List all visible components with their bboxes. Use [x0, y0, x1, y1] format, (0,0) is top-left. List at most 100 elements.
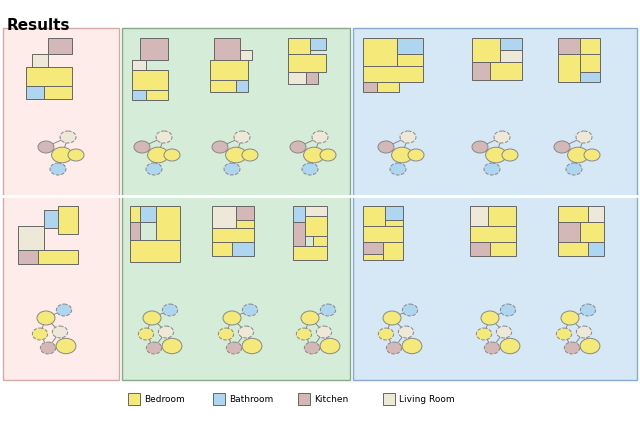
Bar: [212, 206, 236, 228]
Ellipse shape: [378, 141, 394, 153]
Bar: [210, 60, 248, 80]
Bar: [558, 222, 580, 242]
Bar: [146, 90, 168, 100]
Bar: [298, 393, 310, 405]
Ellipse shape: [378, 328, 394, 340]
Ellipse shape: [138, 328, 154, 340]
Ellipse shape: [577, 326, 591, 338]
Bar: [293, 222, 305, 246]
Bar: [236, 80, 248, 92]
Bar: [140, 38, 168, 60]
Bar: [293, 206, 305, 222]
Bar: [580, 72, 600, 82]
Ellipse shape: [212, 141, 228, 153]
Bar: [363, 254, 383, 260]
Ellipse shape: [305, 342, 319, 354]
Ellipse shape: [564, 342, 580, 354]
Bar: [26, 86, 44, 99]
Bar: [130, 222, 140, 240]
Bar: [580, 222, 604, 242]
Bar: [588, 206, 604, 222]
Ellipse shape: [383, 311, 401, 325]
Ellipse shape: [56, 304, 72, 316]
Bar: [310, 38, 326, 50]
Ellipse shape: [566, 163, 582, 175]
Bar: [288, 38, 310, 54]
Bar: [558, 54, 580, 82]
Ellipse shape: [218, 328, 234, 340]
Ellipse shape: [164, 149, 180, 161]
Bar: [580, 54, 600, 72]
Bar: [363, 242, 383, 254]
Bar: [232, 242, 254, 256]
Bar: [470, 206, 488, 226]
Text: Living Room: Living Room: [399, 394, 454, 404]
Ellipse shape: [134, 141, 150, 153]
Text: Results: Results: [7, 18, 70, 33]
Bar: [213, 393, 225, 405]
Bar: [305, 206, 327, 216]
Ellipse shape: [554, 141, 570, 153]
Ellipse shape: [223, 311, 241, 325]
Ellipse shape: [52, 147, 72, 163]
Bar: [385, 220, 403, 234]
Bar: [472, 62, 490, 80]
Bar: [470, 226, 516, 242]
Ellipse shape: [163, 304, 178, 316]
Ellipse shape: [226, 147, 246, 163]
Bar: [588, 242, 604, 256]
Ellipse shape: [40, 342, 56, 354]
Ellipse shape: [484, 163, 500, 175]
Ellipse shape: [500, 304, 516, 316]
Ellipse shape: [158, 326, 173, 338]
Ellipse shape: [387, 342, 402, 354]
Bar: [122, 28, 350, 380]
Bar: [363, 206, 385, 226]
Ellipse shape: [238, 326, 253, 338]
Ellipse shape: [320, 149, 336, 161]
Bar: [363, 66, 423, 82]
Ellipse shape: [481, 311, 499, 325]
Ellipse shape: [408, 149, 424, 161]
Bar: [383, 393, 395, 405]
Ellipse shape: [556, 328, 572, 340]
Bar: [363, 226, 403, 242]
Bar: [558, 206, 588, 222]
Ellipse shape: [60, 131, 76, 143]
Ellipse shape: [296, 328, 312, 340]
Bar: [130, 240, 180, 262]
Bar: [288, 54, 326, 72]
Ellipse shape: [56, 338, 76, 354]
Ellipse shape: [486, 147, 506, 163]
Text: Kitchen: Kitchen: [314, 394, 348, 404]
Bar: [140, 206, 156, 222]
Bar: [288, 72, 306, 84]
Ellipse shape: [403, 304, 418, 316]
Bar: [293, 246, 327, 260]
Bar: [236, 220, 254, 228]
Text: Bathroom: Bathroom: [229, 394, 273, 404]
Bar: [212, 242, 232, 256]
Bar: [44, 210, 58, 228]
Ellipse shape: [242, 338, 262, 354]
Ellipse shape: [400, 131, 416, 143]
Bar: [500, 38, 522, 50]
Ellipse shape: [472, 141, 488, 153]
Ellipse shape: [584, 149, 600, 161]
Ellipse shape: [390, 163, 406, 175]
Bar: [313, 236, 327, 250]
Ellipse shape: [321, 304, 335, 316]
Bar: [48, 38, 72, 54]
Ellipse shape: [484, 342, 500, 354]
Ellipse shape: [301, 311, 319, 325]
Ellipse shape: [147, 342, 162, 354]
Ellipse shape: [290, 141, 306, 153]
Ellipse shape: [52, 326, 68, 338]
Bar: [212, 228, 254, 242]
Ellipse shape: [476, 328, 492, 340]
Bar: [18, 250, 38, 264]
Bar: [490, 242, 516, 256]
Bar: [26, 67, 72, 86]
Bar: [397, 38, 423, 54]
Ellipse shape: [146, 163, 162, 175]
